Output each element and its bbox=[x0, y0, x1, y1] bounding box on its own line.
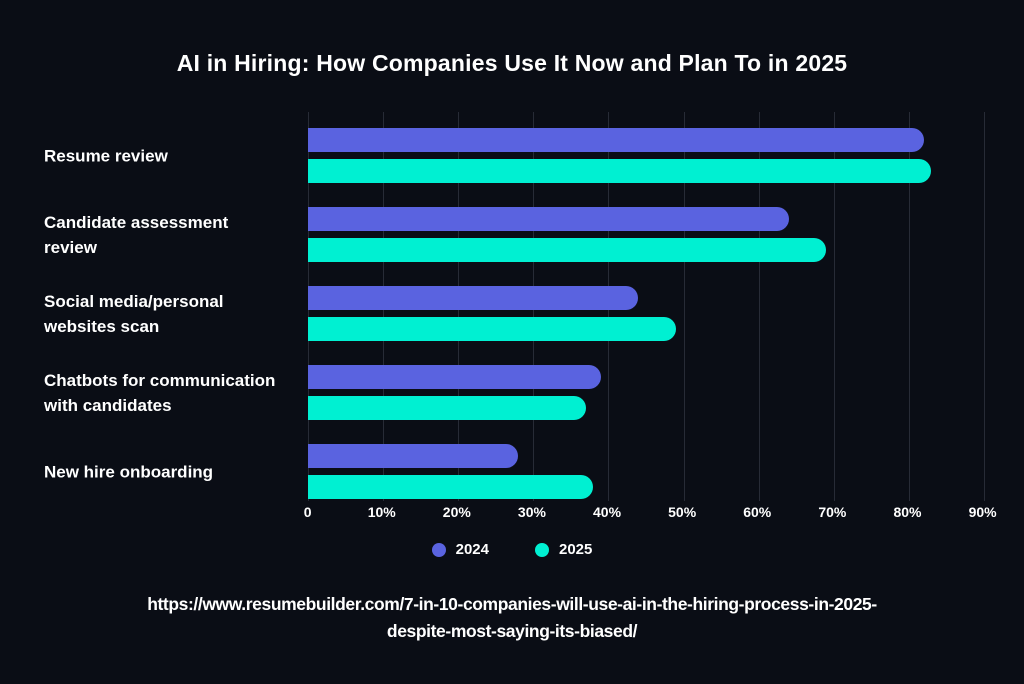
bar-2025 bbox=[308, 159, 932, 183]
category-label: Social media/personal websites scan bbox=[44, 291, 224, 336]
bar-2025 bbox=[308, 475, 594, 499]
x-axis-tick-label: 30% bbox=[517, 504, 546, 520]
gridline bbox=[833, 112, 835, 501]
bar-2025 bbox=[308, 317, 677, 341]
category-label: Resume review bbox=[44, 146, 168, 165]
category-label: Chatbots for communication with candidate… bbox=[44, 370, 276, 415]
x-axis-tick-label: 80% bbox=[893, 504, 922, 520]
legend-dot-2025-icon bbox=[535, 542, 549, 557]
bar-2024 bbox=[308, 128, 924, 152]
legend-item-2025: 2025 bbox=[535, 541, 592, 558]
x-axis-tick-label: 0 bbox=[303, 504, 312, 520]
x-axis-tick-label: 40% bbox=[593, 504, 622, 520]
category-label: New hire onboarding bbox=[44, 462, 214, 481]
x-axis-tick-label: 70% bbox=[818, 504, 847, 520]
bar-2024 bbox=[308, 365, 601, 389]
legend-label-2025: 2025 bbox=[559, 541, 593, 558]
bar-2024 bbox=[308, 286, 639, 310]
x-axis-tick-label: 10% bbox=[367, 504, 396, 520]
legend-label-2024: 2024 bbox=[455, 541, 489, 558]
chart-title: AI in Hiring: How Companies Use It Now a… bbox=[176, 50, 848, 76]
gridline bbox=[908, 112, 910, 501]
bar-2024 bbox=[308, 207, 789, 231]
legend-dot-2024-icon bbox=[431, 542, 446, 557]
bar-2024 bbox=[308, 444, 519, 468]
source-url-line2: despite-most-saying-its-biased/ bbox=[386, 621, 638, 641]
x-axis-tick-label: 90% bbox=[968, 504, 997, 520]
source-url-line1: https://www.resumebuilder.com/7-in-10-co… bbox=[147, 594, 877, 614]
x-axis-tick-label: 20% bbox=[442, 504, 471, 520]
source-url: https://www.resumebuilder.com/7-in-10-co… bbox=[0, 591, 1024, 645]
gridline bbox=[984, 112, 985, 501]
bar-2025 bbox=[308, 238, 827, 262]
gridline bbox=[758, 112, 760, 501]
x-axis: 0 10% 20% 30% 40% 50% 60% 70% 80% 90% bbox=[304, 504, 997, 524]
legend: 2024 2025 bbox=[0, 541, 1024, 558]
legend-item-2024: 2024 bbox=[431, 541, 489, 558]
x-axis-tick-label: 50% bbox=[668, 504, 697, 520]
bar-2025 bbox=[308, 396, 586, 420]
plot-area bbox=[308, 112, 985, 501]
gridline bbox=[683, 112, 685, 501]
x-axis-tick-label: 60% bbox=[743, 504, 772, 520]
category-label: Candidate assessment review bbox=[44, 212, 229, 257]
